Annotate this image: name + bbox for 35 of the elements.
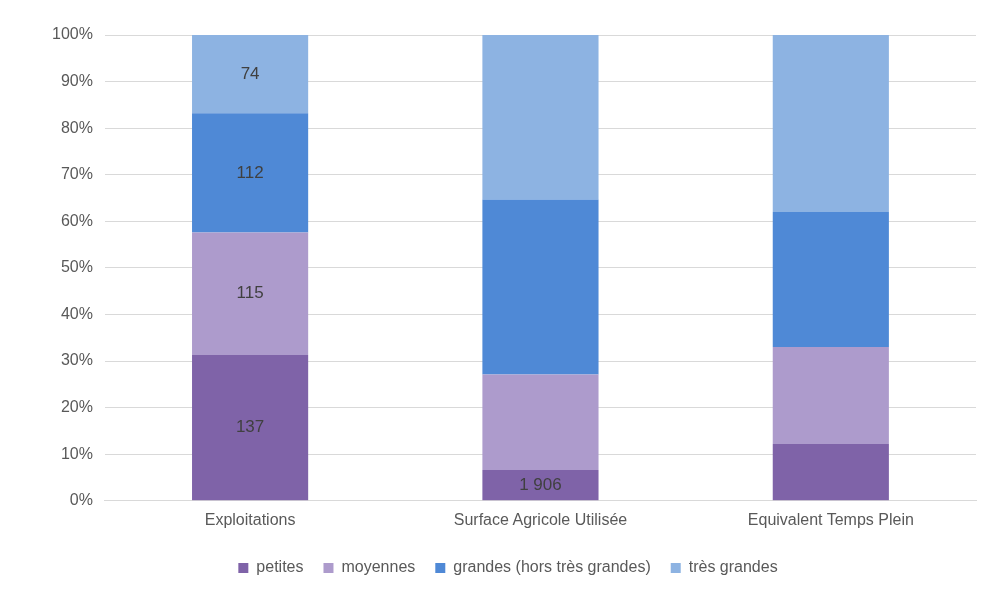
y-tick-label: 100% — [52, 25, 93, 43]
y-tick-label: 20% — [60, 398, 93, 416]
y-tick-label: 40% — [60, 304, 93, 322]
bar — [772, 212, 889, 348]
bar — [192, 355, 309, 501]
annotation: 115 — [236, 283, 264, 303]
y-tick-label: 60% — [60, 211, 93, 229]
bar — [772, 35, 889, 212]
bar — [192, 35, 309, 114]
y-tick-label: 0% — [69, 491, 93, 509]
bar — [772, 347, 889, 444]
y-tick-label: 80% — [60, 118, 93, 136]
legend-label: grandes (hors très grandes) — [453, 558, 651, 576]
bar — [482, 374, 599, 471]
legend-label: petites — [256, 558, 304, 576]
bar — [482, 470, 599, 501]
y-tick-label: 10% — [60, 444, 93, 462]
x-tick-label: Equivalent Temps Plein — [747, 510, 914, 528]
annotation: 74 — [240, 63, 260, 83]
bar — [192, 232, 309, 356]
y-tick-label: 30% — [60, 351, 93, 369]
y-tick-label: 70% — [60, 165, 93, 183]
bar — [482, 35, 599, 200]
y-tick-label: 50% — [60, 258, 93, 276]
y-tick-label: 90% — [60, 71, 93, 89]
legend-label: très grandes — [688, 558, 778, 576]
legend-label: moyennes — [341, 558, 416, 576]
annotation: 1 906 — [519, 474, 562, 494]
bar — [772, 443, 889, 501]
x-tick-label: Surface Agricole Utilisée — [453, 510, 628, 528]
x-tick-label: Exploitations — [204, 510, 296, 528]
bar — [192, 113, 309, 233]
bar — [482, 199, 599, 375]
annotation: 112 — [236, 162, 264, 182]
annotation: 137 — [235, 417, 265, 437]
